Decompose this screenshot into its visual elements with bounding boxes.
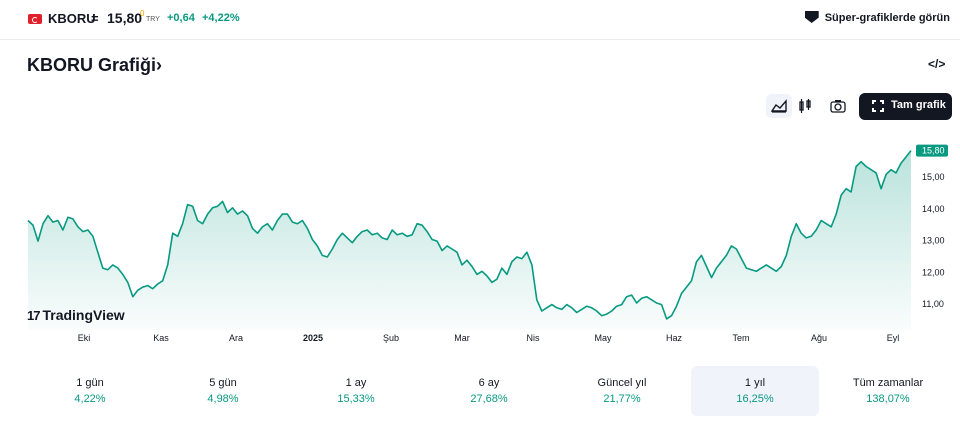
tradingview-mark: 17 xyxy=(27,308,41,323)
period-all-time[interactable]: Tüm zamanlar 138,07% xyxy=(824,366,952,416)
x-tick-label: Kas xyxy=(153,333,169,343)
full-chart-button[interactable]: Tam grafik xyxy=(859,93,952,120)
period-ytd[interactable]: Güncel yıl 21,77% xyxy=(558,366,686,416)
period-1-year[interactable]: 1 yıl 16,25% xyxy=(691,366,819,416)
candles-chart-button[interactable] xyxy=(792,94,818,118)
x-tick-label: Eyl xyxy=(887,333,900,343)
y-tick-label: 14,00 xyxy=(922,204,945,214)
y-tick-label: 15,00 xyxy=(922,172,945,182)
x-tick-label: Eki xyxy=(78,333,91,343)
period-value: 4,98% xyxy=(207,393,239,405)
separator: = xyxy=(91,11,99,26)
tradingview-text: TradingView xyxy=(42,307,125,323)
period-label: 1 gün xyxy=(76,377,104,389)
period-label: 6 ay xyxy=(478,377,500,389)
area-chart-icon xyxy=(771,99,787,113)
price-change-percent: +4,22% xyxy=(202,12,240,24)
tradingview-logo[interactable]: 17 TradingView xyxy=(27,307,125,323)
camera-icon xyxy=(830,100,846,113)
symbol-header: KBORU = 15,80 0 TRY +0,64 +4,22% Süper-g… xyxy=(0,0,960,40)
price-line xyxy=(27,150,912,320)
turkey-flag-icon xyxy=(28,14,42,24)
price-change: +0,64 xyxy=(167,12,195,24)
period-value: 4,22% xyxy=(74,393,106,405)
x-tick-label: Haz xyxy=(666,333,683,343)
x-tick-label: Ara xyxy=(229,333,243,343)
candles-icon xyxy=(799,99,811,113)
y-tick-label: 12,00 xyxy=(922,267,945,277)
currency: TRY xyxy=(146,16,160,23)
page-title[interactable]: KBORU Grafiği› xyxy=(27,55,162,75)
period-label: 5 gün xyxy=(209,377,237,389)
x-tick-label: May xyxy=(594,333,612,343)
period-1-day[interactable]: 1 gün 4,22% xyxy=(26,366,154,416)
super-charts-label: Süper-grafiklerde görün xyxy=(824,12,950,24)
area-chart-button[interactable] xyxy=(766,94,792,118)
price-superscript: 0 xyxy=(140,9,145,18)
symbol-name[interactable]: KBORU xyxy=(48,11,96,26)
period-label: Tüm zamanlar xyxy=(852,377,924,389)
last-price-label-bg xyxy=(916,144,948,157)
y-tick-label: 11,00 xyxy=(922,299,944,309)
y-tick-label: 13,00 xyxy=(922,236,945,246)
super-charts-icon xyxy=(804,11,819,23)
period-6-months[interactable]: 6 ay 27,68% xyxy=(425,366,553,416)
period-label: 1 yıl xyxy=(744,377,766,389)
x-tick-label: Şub xyxy=(383,333,399,343)
full-chart-label: Tam grafik xyxy=(891,99,946,111)
period-value: 27,68% xyxy=(470,393,508,405)
last-price-label: 15,80 xyxy=(922,146,945,156)
x-tick-label: Mar xyxy=(454,333,470,343)
fullscreen-icon xyxy=(871,99,885,113)
period-value: 138,07% xyxy=(866,393,910,405)
x-tick-label: Nis xyxy=(527,333,540,343)
x-tick-label: Tem xyxy=(732,333,749,343)
price-area xyxy=(28,150,911,330)
price-chart[interactable]: 11,00 12,00 13,00 14,00 15,00 15,80 Eki Kas Ara… xyxy=(0,130,960,350)
period-value: 15,33% xyxy=(337,393,375,405)
period-label: 1 ay xyxy=(345,377,367,389)
period-5-days[interactable]: 5 gün 4,98% xyxy=(159,366,287,416)
embed-code-icon[interactable]: </> xyxy=(928,57,946,71)
period-value: 21,77% xyxy=(603,393,641,405)
last-price: 15,80 xyxy=(107,10,143,26)
period-label: Güncel yıl xyxy=(597,377,647,389)
x-tick-label: 2025 xyxy=(303,333,323,343)
performance-periods: 1 gün 4,22% 5 gün 4,98% 1 ay 15,33% 6 ay… xyxy=(24,366,958,416)
x-tick-label: Ağu xyxy=(811,333,827,343)
super-charts-link[interactable]: Süper-grafiklerde görün xyxy=(804,11,950,24)
period-value: 16,25% xyxy=(736,393,774,405)
period-1-month[interactable]: 1 ay 15,33% xyxy=(292,366,420,416)
snapshot-button[interactable] xyxy=(825,94,851,118)
